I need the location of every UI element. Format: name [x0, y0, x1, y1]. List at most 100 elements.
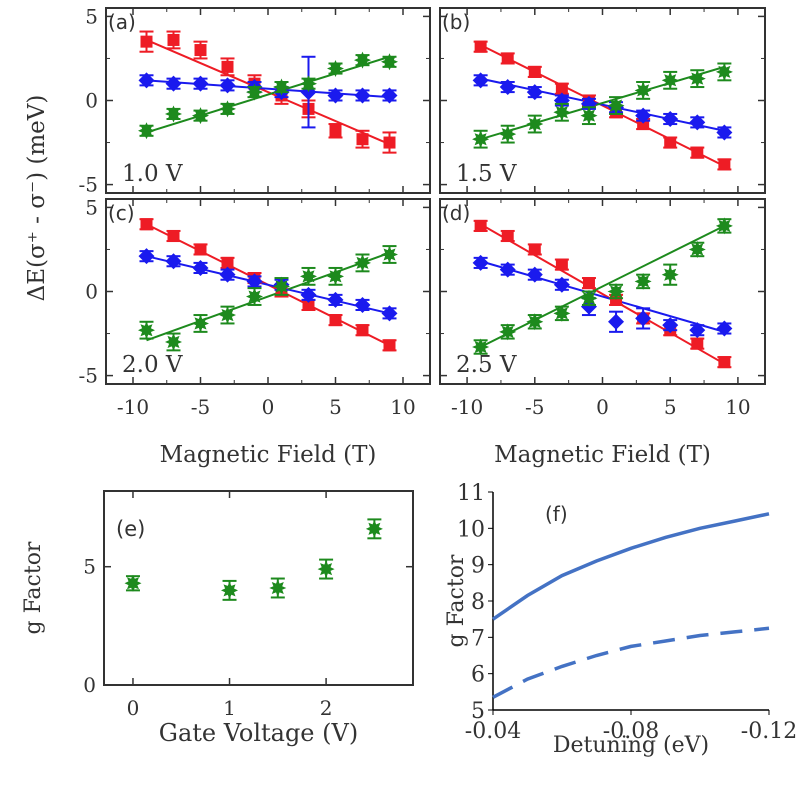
- panel-d-point-blue: [472, 254, 489, 271]
- panel-b-point-green: [634, 81, 652, 99]
- panel-d-label: (d): [442, 201, 470, 225]
- panel-c-fit-line-green: [146, 251, 390, 342]
- panel-a-point-blue: [354, 87, 371, 104]
- panel-f-x-tick-label: -0.12: [741, 719, 797, 744]
- panel-a-point-green: [327, 60, 344, 77]
- panel-c-point-blue: [381, 305, 398, 322]
- panel-a-point-blue: [192, 75, 209, 92]
- panel-b-point-blue: [635, 107, 652, 124]
- panel-b-voltage-annotation: 1.5 V: [456, 161, 517, 187]
- panel-e-y-axis-label: g Factor: [21, 541, 46, 634]
- panel-f-y-tick-label: 8: [471, 590, 485, 615]
- panel-c-point-red: [140, 218, 153, 231]
- panel-b-point-blue: [526, 84, 543, 101]
- panel-f-y-tick-label: 10: [457, 517, 485, 542]
- panel-b-fit-line-green: [480, 65, 725, 141]
- panel-c-point-green: [300, 267, 317, 285]
- panel-c-x-tick-label: 5: [329, 395, 342, 419]
- panel-b-point-green: [526, 115, 544, 133]
- panel-d-point-red: [691, 337, 704, 350]
- panel-b-point-red: [718, 158, 731, 171]
- panel-c-point-red: [383, 339, 396, 352]
- panel-a-point-green: [165, 105, 182, 123]
- panel-d-fit-line-red: [480, 223, 725, 365]
- panel-b-point-blue: [499, 79, 516, 96]
- panel-e-point-g factor: [269, 579, 287, 597]
- panel-f-x-axis-label: Detuning (eV): [553, 733, 709, 758]
- panel-f-curve-dashed: [492, 626, 770, 699]
- panel-e-point-g factor: [365, 520, 383, 538]
- panel-d-point-green: [472, 338, 490, 356]
- panel-c-point-blue: [327, 291, 344, 308]
- panel-e-frame: [103, 490, 414, 686]
- panel-c-point-blue: [219, 266, 236, 283]
- panel-d-point-blue: [635, 310, 652, 327]
- panel-d-point-red: [555, 258, 568, 271]
- panel-a-point-green: [300, 75, 317, 93]
- panel-c-point-blue: [246, 273, 263, 290]
- panel-a-point-blue: [138, 72, 155, 89]
- panel-a-y-tick-label: 5: [85, 4, 98, 28]
- panel-a-point-blue: [219, 77, 236, 94]
- panel-a-point-green: [246, 83, 263, 101]
- panel-e-x-tick-label: 2: [320, 696, 333, 720]
- panel-c-point-red: [302, 298, 315, 311]
- panel-c-point-green: [219, 306, 236, 324]
- panel-f-y-tick-label: 7: [471, 626, 485, 651]
- panel-d-voltage-annotation: 2.5 V: [456, 352, 517, 378]
- panel-d-x-tick-label: 10: [725, 395, 750, 419]
- panel-c-point-red: [167, 230, 180, 242]
- panel-d-point-red: [501, 230, 514, 242]
- panel-c-point-red: [194, 243, 207, 256]
- panel-b-point-red: [501, 52, 514, 65]
- panel-d-point-blue: [662, 317, 679, 334]
- panel-a-point-green: [219, 100, 236, 118]
- panel-d-fit-line-green: [480, 225, 725, 348]
- panel-b-point-green: [688, 70, 706, 88]
- panel-a-fit-line-green: [146, 55, 390, 134]
- panel-d-point-blue: [553, 276, 570, 293]
- panel-e-point-g factor: [317, 560, 335, 578]
- panel-c-point-blue: [138, 248, 155, 265]
- panel-c-label: (c): [108, 201, 135, 225]
- panel-a-point-red: [221, 60, 234, 73]
- data-markers: [124, 30, 733, 601]
- panel-e-label: (e): [116, 517, 145, 541]
- panel-c-point-green: [246, 288, 263, 305]
- panel-b-point-blue: [689, 114, 706, 131]
- panel-d-point-red: [474, 219, 487, 232]
- panel-f-label: (f): [545, 502, 568, 526]
- panel-c-point-green: [138, 321, 155, 339]
- panel-a-voltage-annotation: 1.0 V: [122, 161, 183, 187]
- panel-e-x-axis-label: Gate Voltage (V): [159, 719, 358, 747]
- panel-f-y-tick-label: 11: [457, 481, 485, 506]
- panel-d-point-green: [499, 323, 517, 341]
- panel-c-point-blue: [354, 296, 371, 313]
- panel-c-point-green: [165, 333, 182, 351]
- panel-b-point-red: [691, 146, 704, 159]
- panel-b-point-green: [580, 107, 598, 125]
- panel-f-y-tick-label: 6: [471, 663, 485, 688]
- panel-f-y-tick-label: 9: [471, 554, 485, 579]
- panel-f-x-tick-label: -0.04: [465, 719, 521, 744]
- panel-c-point-green: [327, 267, 344, 285]
- panel-d-x-axis-label: Magnetic Field (T): [494, 442, 711, 468]
- panel-b-point-green: [661, 71, 679, 89]
- panel-a-point-red: [194, 44, 207, 57]
- panel-c-voltage-annotation: 2.0 V: [122, 352, 183, 378]
- panel-f-y-axis-label: g Factor: [444, 554, 469, 647]
- panel-a-point-green: [138, 122, 155, 140]
- panel-b-fit-line-blue: [480, 77, 725, 132]
- panel-d-point-green: [688, 241, 706, 258]
- panel-c-x-tick-label: -10: [117, 395, 149, 419]
- panel-c-point-blue: [300, 286, 317, 303]
- panel-a-y-tick-label: -5: [79, 173, 98, 197]
- panel-b-point-red: [528, 65, 541, 78]
- panel-d-point-green: [634, 272, 652, 290]
- panel-b-label: (b): [442, 10, 470, 34]
- panel-f-curve-solid: [492, 512, 770, 621]
- panel-b-point-blue: [662, 111, 679, 127]
- panel-a-point-blue: [381, 87, 398, 104]
- panel-d-point-red: [718, 356, 731, 369]
- panel-b-point-green: [553, 103, 571, 121]
